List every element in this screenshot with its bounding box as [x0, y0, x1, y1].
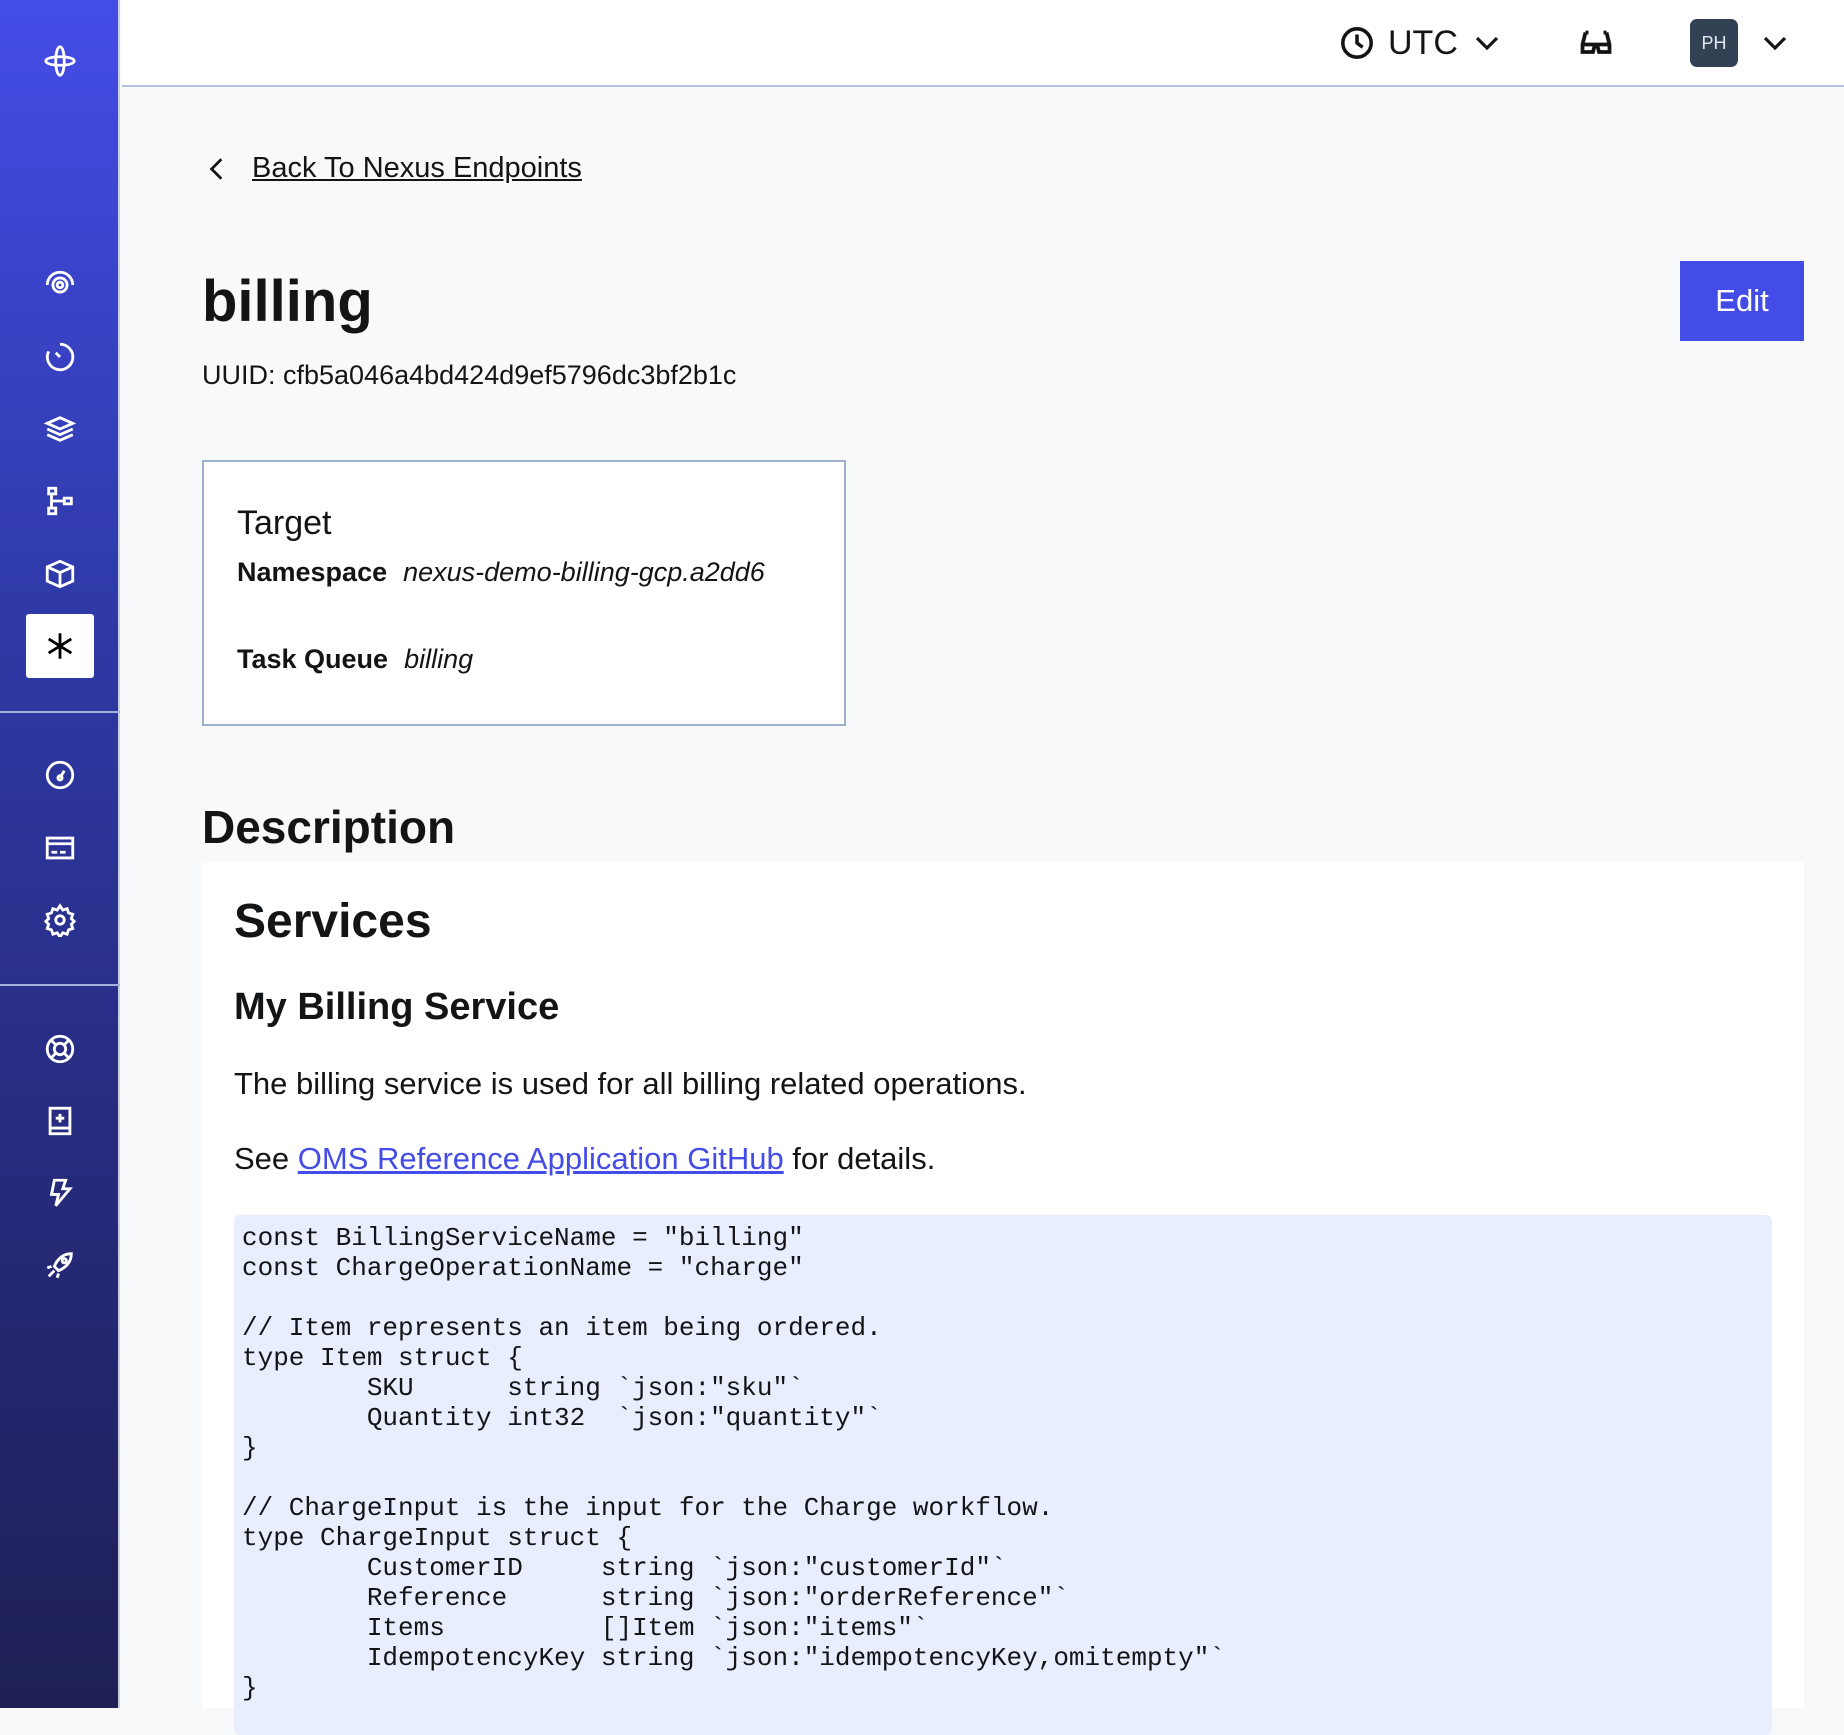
namespace-row: Namespace nexus-demo-billing-gcp.a2dd6	[237, 557, 765, 588]
sidebar	[0, 0, 120, 1708]
details-paragraph: See OMS Reference Application GitHub for…	[234, 1141, 935, 1177]
archive-icon[interactable]	[26, 542, 94, 606]
service-heading: My Billing Service	[234, 986, 560, 1028]
target-card: Target Namespace nexus-demo-billing-gcp.…	[202, 460, 846, 726]
edit-button[interactable]: Edit	[1680, 261, 1804, 341]
services-heading: Services	[234, 895, 432, 948]
code-block: const BillingServiceName = "billing" con…	[234, 1215, 1772, 1735]
sidebar-divider	[0, 984, 120, 986]
data-encoder-button[interactable]	[1578, 0, 1614, 86]
feedback-icon[interactable]	[26, 1161, 94, 1225]
billing-icon[interactable]	[26, 816, 94, 880]
timezone-value: UTC	[1388, 23, 1458, 62]
docs-icon[interactable]	[26, 1089, 94, 1153]
user-menu[interactable]: PH	[1690, 0, 1790, 86]
get-started-icon[interactable]	[26, 1233, 94, 1297]
temporal-logo-icon[interactable]	[26, 29, 94, 93]
usage-icon[interactable]	[26, 743, 94, 807]
top-header: UTC PH	[122, 0, 1844, 87]
support-icon[interactable]	[26, 1017, 94, 1081]
settings-icon[interactable]	[26, 888, 94, 952]
back-link[interactable]: Back To Nexus Endpoints	[204, 152, 582, 185]
chevron-down-icon	[1763, 36, 1787, 51]
sidebar-divider	[0, 711, 120, 713]
task-queue-value: billing	[404, 644, 474, 674]
description-heading: Description	[202, 801, 456, 853]
glasses-icon	[1580, 30, 1612, 54]
schedules-icon[interactable]	[26, 325, 94, 389]
endpoint-uuid: UUID: cfb5a046a4bd424d9ef5796dc3bf2b1c	[202, 360, 737, 390]
back-link-text[interactable]: Back To Nexus Endpoints	[252, 152, 582, 184]
task-queue-label: Task Queue	[237, 644, 389, 674]
avatar[interactable]: PH	[1690, 19, 1738, 67]
workflows-icon[interactable]	[26, 253, 94, 317]
clock-icon	[1341, 27, 1373, 59]
page-title: billing	[202, 269, 373, 334]
github-link[interactable]: OMS Reference Application GitHub	[297, 1141, 784, 1176]
description-content: Services My Billing Service The billing …	[202, 862, 1804, 1735]
namespace-label: Namespace	[237, 557, 388, 587]
chevron-down-icon	[1475, 36, 1498, 51]
target-heading: Target	[237, 504, 332, 542]
nexus-icon[interactable]	[26, 614, 94, 678]
chevron-left-icon	[209, 157, 223, 180]
timezone-selector[interactable]: UTC	[1340, 0, 1502, 86]
deployments-icon[interactable]	[26, 469, 94, 533]
namespace-link[interactable]: nexus-demo-billing-gcp.a2dd6	[403, 557, 765, 587]
batch-icon[interactable]	[26, 397, 94, 461]
details-text: for details.	[783, 1141, 936, 1176]
service-description: The billing service is used for all bill…	[234, 1066, 1027, 1101]
task-queue-row: Task Queue billing	[237, 644, 473, 675]
details-text: See	[234, 1141, 298, 1176]
